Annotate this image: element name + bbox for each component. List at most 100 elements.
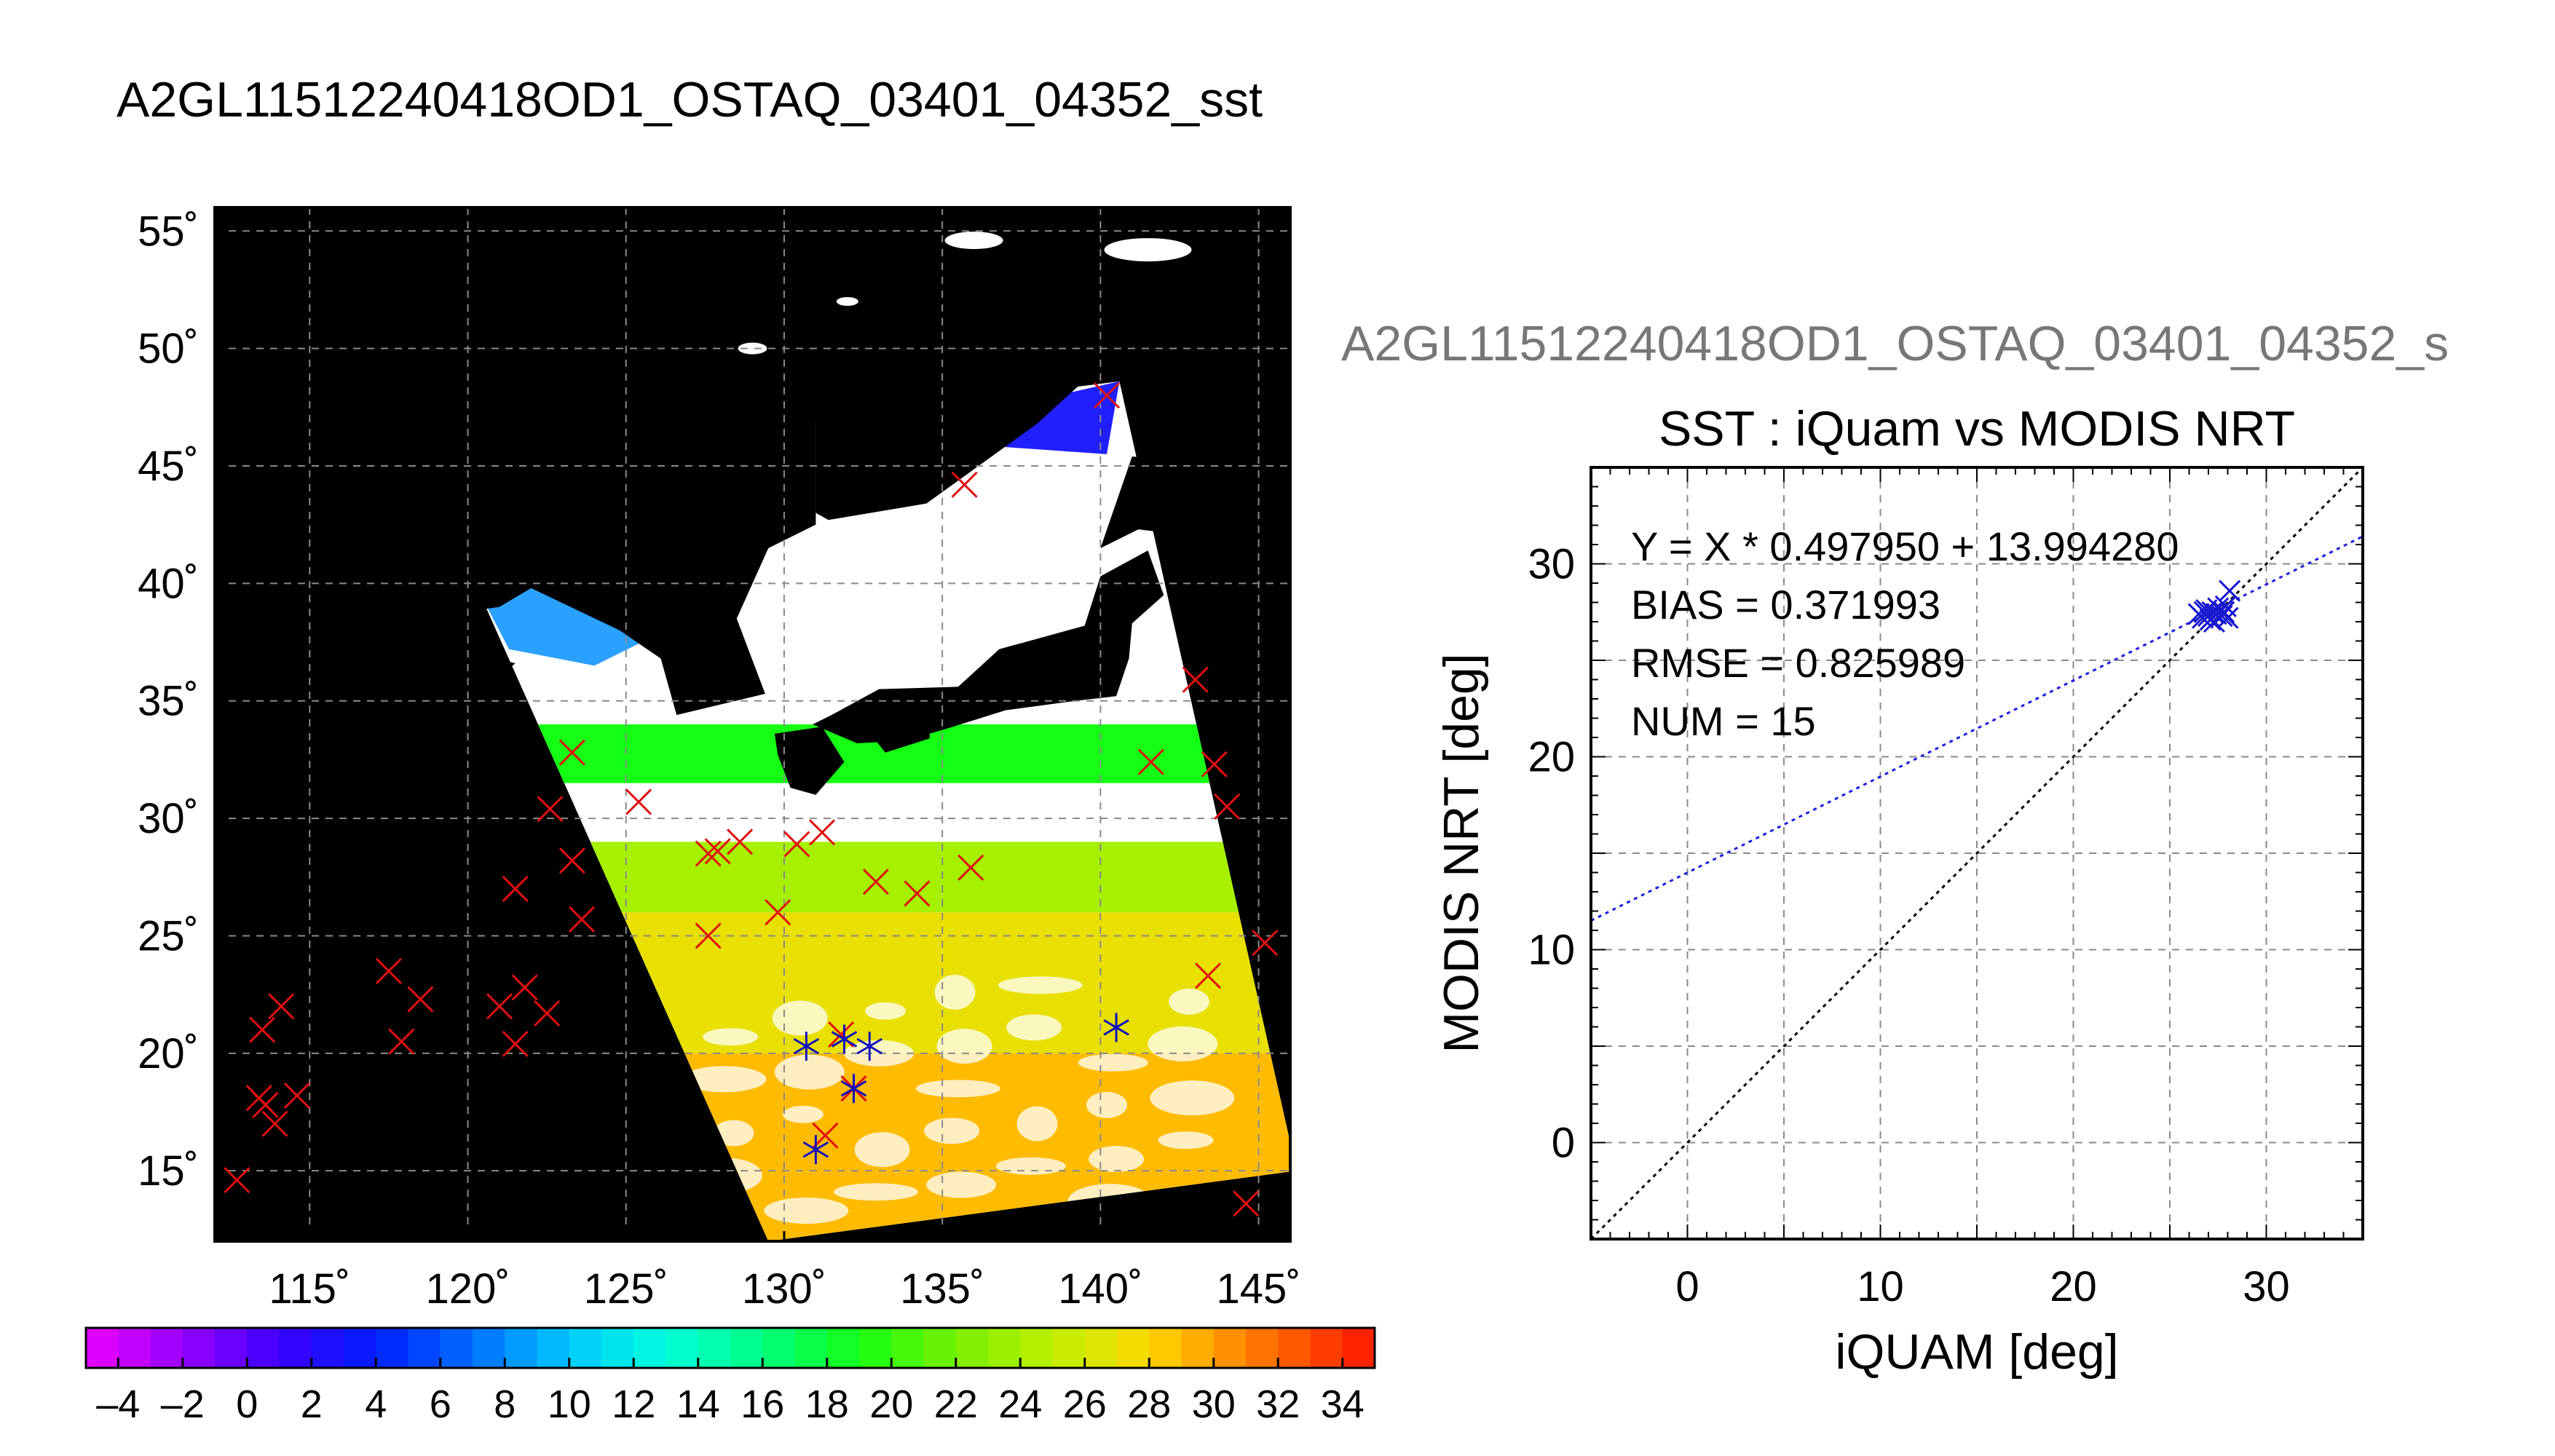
marker-stroke: [840, 1080, 867, 1097]
cloud-patch: [772, 1000, 828, 1036]
scatter-y-ticks: 0 10 20 30: [1528, 467, 2363, 1240]
map-lat-tick-label: 50˚: [138, 325, 199, 373]
marker-stroke: [261, 1110, 288, 1137]
iquam-matchup-marker: [388, 1028, 415, 1055]
iquam-matchup-marker: [486, 993, 513, 1020]
colorbar-cell: [376, 1328, 408, 1368]
colorbar-cell: [1149, 1328, 1182, 1368]
colorbar-cell: [215, 1328, 248, 1368]
scatter-x-label: iQUAM [deg]: [1835, 1324, 2118, 1380]
colorbar-tick-label: 0: [236, 1382, 258, 1426]
marker-stroke: [537, 796, 564, 823]
cloud-patch: [682, 1066, 767, 1093]
colorbar-tick-label: 20: [869, 1382, 913, 1426]
marker-stroke: [951, 471, 978, 498]
colorbar-tick-label: 6: [430, 1382, 451, 1426]
modis-matchup-marker: [840, 1074, 867, 1104]
sst-map: 115˚ 120˚ 125˚ 130˚ 135˚ 140˚ 145˚ 15˚ 20˚ 25˚ 30…: [138, 206, 1301, 1313]
marker-stroke: [695, 922, 722, 949]
colorbar-cell: [1020, 1328, 1053, 1368]
iquam-matchup-marker: [537, 796, 564, 823]
iquam-matchup-marker: [261, 1110, 288, 1137]
colorbar-cell: [537, 1328, 570, 1368]
marker-stroke: [558, 847, 585, 874]
colorbar-cells: [86, 1328, 1375, 1368]
scatter-point: [2213, 601, 2235, 623]
iquam-matchup-marker: [765, 899, 791, 926]
colorbar-cell: [86, 1328, 119, 1368]
marker-stroke: [502, 1030, 529, 1057]
hokkaido-land: [1100, 456, 1275, 548]
cloud-patch: [1006, 1014, 1062, 1041]
marker-stroke: [388, 1028, 415, 1055]
iquam-matchup-marker: [502, 1030, 529, 1057]
iquam-matchup-marker: [511, 974, 538, 1001]
iquam-matchup-marker: [625, 788, 652, 815]
marker-stroke: [1233, 1190, 1260, 1217]
scatter-x-tick-label: 10: [1857, 1263, 1904, 1310]
colorbar-tick-label: 8: [494, 1382, 516, 1426]
map-lat-tick-label: 40˚: [138, 560, 199, 607]
colorbar-cell: [988, 1328, 1021, 1368]
iquam-matchup-marker: [224, 1167, 250, 1194]
cloud-patch: [995, 1157, 1066, 1175]
scatter-point: [2205, 603, 2227, 625]
marker-stroke: [407, 986, 434, 1013]
colorbar-cell: [344, 1328, 376, 1368]
iquam-matchup-marker: [407, 986, 434, 1013]
colorbar-tick-label: 14: [676, 1382, 720, 1426]
marker-stroke: [828, 1021, 855, 1048]
modis-matchup-marker: [802, 1135, 829, 1165]
colorbar-cell: [118, 1328, 151, 1368]
modis-matchup-marker: [831, 1024, 858, 1054]
iquam-matchup-marker: [1182, 666, 1209, 693]
marker-stroke: [862, 869, 889, 895]
marker-stroke: [765, 899, 791, 926]
marker-stroke: [511, 974, 538, 1001]
sst-colorbar: –4 –2 0 2 4 6 8 10 12 14 16 18 20 22 24 26 28 30 32 34: [84, 1326, 1376, 1426]
iquam-matchup-marker: [783, 831, 810, 858]
colorbar-cell: [279, 1328, 312, 1368]
marker-stroke: [568, 906, 595, 933]
colorbar-tick-label: 30: [1192, 1382, 1236, 1426]
map-lat-ticks: 15˚ 20˚ 25˚ 30˚ 35˚ 40˚ 45˚ 50˚ 55˚: [138, 207, 225, 1195]
colorbar-tick-label: 4: [365, 1382, 387, 1426]
point-stroke: [2205, 603, 2227, 625]
colorbar-cell: [440, 1328, 473, 1368]
land-cloud-patch: [944, 232, 1003, 250]
map-lat-tick-label: 20˚: [138, 1030, 199, 1077]
map-lon-tick-label: 120˚: [425, 1265, 510, 1313]
cloud-patch: [926, 1171, 997, 1198]
marker-stroke: [831, 1031, 858, 1048]
scatter-y-tick-label: 0: [1552, 1120, 1575, 1167]
marker-stroke: [375, 957, 402, 984]
scatter-y-tick-label: 30: [1528, 541, 1575, 588]
map-lon-tick-label: 115˚: [269, 1265, 350, 1313]
map-lat-tick-label: 15˚: [138, 1147, 199, 1195]
marker-stroke: [534, 1000, 561, 1027]
point-stroke: [2193, 601, 2216, 623]
colorbar-tick-label: 32: [1256, 1382, 1300, 1426]
japan-shikoku-land: [866, 719, 930, 753]
marker-stroke: [793, 1037, 820, 1055]
scatter-y-label: MODIS NRT [deg]: [1434, 653, 1489, 1053]
colorbar-tick-label: 10: [548, 1382, 591, 1426]
map-frame: [213, 206, 1292, 1243]
cloud-patch: [934, 974, 976, 1010]
modis-matchup-marker: [856, 1032, 882, 1061]
marker-stroke: [957, 854, 984, 881]
annotation-num: NUM = 15: [1631, 698, 1816, 744]
annotation-fit-equation: Y = X * 0.497950 + 13.994280: [1631, 523, 2179, 569]
colorbar-tick-label: 2: [301, 1382, 323, 1426]
marker-stroke: [802, 1141, 829, 1158]
colorbar-tick-label: 26: [1063, 1382, 1107, 1426]
cloud-patch: [998, 976, 1083, 994]
colorbar-tick-label: 22: [934, 1382, 978, 1426]
colorbar-cell: [698, 1328, 731, 1368]
colorbar-cell: [505, 1328, 537, 1368]
scatter-point: [2214, 595, 2237, 617]
identity-line: [1591, 467, 2363, 1239]
iquam-matchup-marker: [1137, 748, 1164, 775]
marker-stroke: [904, 880, 931, 907]
map-lat-tick-label: 35˚: [138, 678, 199, 725]
